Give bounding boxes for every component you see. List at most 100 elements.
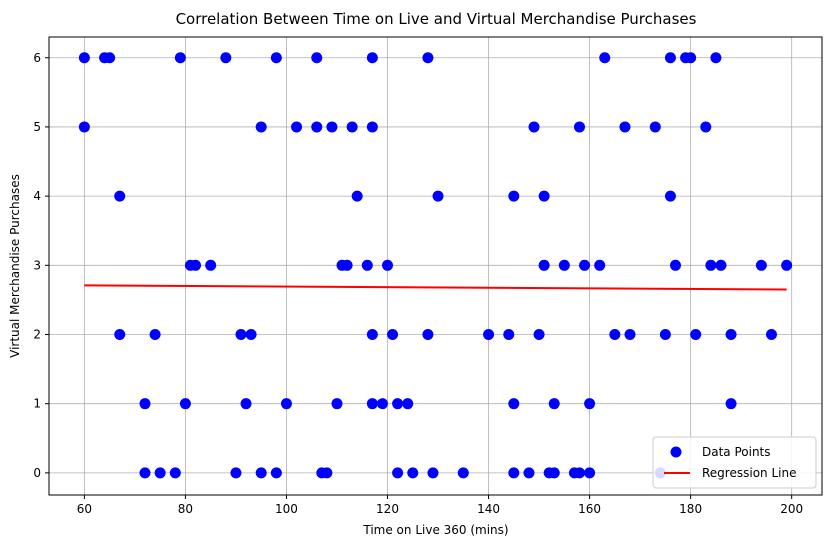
plot-frame — [48, 36, 823, 496]
data-point — [174, 52, 186, 64]
data-point — [169, 467, 181, 479]
y-tick-label: 0 — [33, 466, 41, 480]
x-axis-ticks: 60 80 100 120 140 160 180 200 — [77, 495, 803, 516]
data-point — [311, 121, 323, 133]
y-axis-label: Virtual Merchandise Purchases — [8, 174, 22, 358]
data-point — [321, 467, 333, 479]
data-point — [270, 52, 282, 64]
x-tick-label: 200 — [780, 502, 803, 516]
data-point — [649, 121, 661, 133]
legend-box — [652, 436, 817, 489]
data-point — [205, 259, 217, 271]
y-tick-label: 5 — [33, 120, 41, 134]
x-tick-label: 80 — [178, 502, 193, 516]
data-point — [508, 398, 520, 410]
x-axis-label: Time on Live 360 (mins) — [362, 523, 508, 537]
data-point — [402, 398, 414, 410]
data-point — [765, 328, 777, 340]
data-point — [523, 467, 535, 479]
y-tick-label: 6 — [33, 51, 41, 65]
data-point — [685, 52, 697, 64]
x-tick-label: 160 — [578, 502, 601, 516]
data-point — [154, 467, 166, 479]
data-point — [235, 328, 247, 340]
legend-marker-data-points — [670, 446, 682, 458]
data-point — [78, 52, 90, 64]
data-point — [190, 259, 202, 271]
data-point — [366, 398, 378, 410]
data-point — [255, 121, 267, 133]
data-point — [422, 328, 434, 340]
data-point — [508, 467, 520, 479]
data-point — [705, 259, 717, 271]
data-point — [725, 328, 737, 340]
data-point — [280, 398, 292, 410]
data-point — [311, 52, 323, 64]
data-point — [573, 467, 585, 479]
data-point — [382, 259, 394, 271]
data-point — [366, 328, 378, 340]
data-point — [573, 121, 585, 133]
data-point — [528, 121, 540, 133]
data-point — [392, 467, 404, 479]
data-point — [710, 52, 722, 64]
data-point — [149, 328, 161, 340]
data-point — [669, 259, 681, 271]
data-point — [104, 52, 116, 64]
x-tick-label: 140 — [477, 502, 500, 516]
data-point — [392, 398, 404, 410]
data-point — [609, 328, 621, 340]
data-point — [548, 398, 560, 410]
data-point — [664, 52, 676, 64]
data-point — [533, 328, 545, 340]
data-point — [245, 328, 257, 340]
data-point — [270, 467, 282, 479]
data-point — [139, 398, 151, 410]
data-point — [659, 328, 671, 340]
data-point — [715, 259, 727, 271]
y-tick-label: 1 — [33, 397, 41, 411]
data-point — [341, 259, 353, 271]
x-tick-label: 60 — [77, 502, 92, 516]
data-point — [664, 190, 676, 202]
data-point — [291, 121, 303, 133]
data-point — [230, 467, 242, 479]
legend: Data Points Regression Line — [652, 436, 817, 489]
data-point — [503, 328, 515, 340]
legend-label-regression-line: Regression Line — [702, 466, 796, 480]
data-point — [483, 328, 495, 340]
data-point — [432, 190, 444, 202]
data-point — [351, 190, 363, 202]
data-point — [407, 467, 419, 479]
data-point — [361, 259, 373, 271]
data-point — [599, 52, 611, 64]
data-points — [78, 52, 793, 479]
data-point — [781, 259, 793, 271]
data-point — [700, 121, 712, 133]
data-point — [366, 52, 378, 64]
data-point — [114, 190, 126, 202]
data-point — [78, 121, 90, 133]
data-point — [457, 467, 469, 479]
data-point — [579, 259, 591, 271]
x-tick-label: 180 — [679, 502, 702, 516]
data-point — [387, 328, 399, 340]
data-point — [331, 398, 343, 410]
data-point — [538, 259, 550, 271]
data-point — [366, 121, 378, 133]
legend-label-data-points: Data Points — [702, 445, 771, 459]
y-tick-label: 3 — [33, 258, 41, 272]
data-point — [422, 52, 434, 64]
data-point — [548, 467, 560, 479]
data-point — [376, 398, 388, 410]
regression-line — [84, 284, 787, 291]
x-tick-label: 120 — [376, 502, 399, 516]
y-tick-label: 4 — [33, 189, 41, 203]
data-point — [240, 398, 252, 410]
data-point — [584, 467, 596, 479]
data-point — [619, 121, 631, 133]
data-point — [346, 121, 358, 133]
data-point — [725, 398, 737, 410]
data-point — [558, 259, 570, 271]
data-point — [220, 52, 232, 64]
